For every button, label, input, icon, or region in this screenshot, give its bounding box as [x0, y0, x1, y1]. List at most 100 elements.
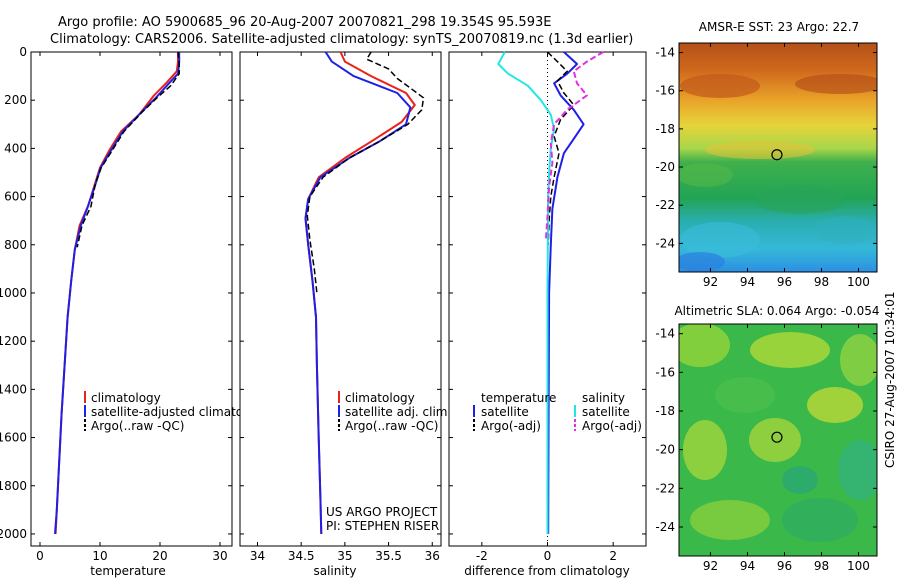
difference-xlabel: difference from climatology	[464, 564, 630, 578]
xtick-label: 20	[152, 549, 167, 563]
map-xtick-label: 96	[777, 275, 792, 289]
salinity-xlabel: salinity	[313, 564, 356, 578]
header-line2: Climatology: CARS2006. Satellite-adjuste…	[50, 32, 633, 47]
legend-label-climatology: climatology	[91, 391, 161, 405]
legend-title-salinity: salinity	[582, 391, 625, 405]
salinity-yticks	[240, 51, 441, 535]
map-xtick-label: 100	[847, 559, 870, 573]
series-line-satellite	[304, 51, 412, 535]
sla-map-xticks: 92 94 96 98 100	[703, 324, 870, 573]
sla-map-title: Altimetric SLA: 0.064 Argo: -0.054	[674, 304, 879, 318]
map-ytick-label: -18	[655, 404, 675, 418]
legend-label-argo: Argo(..raw -QC)	[91, 419, 184, 433]
sla-heatmap	[679, 324, 877, 556]
series-line-argo	[76, 51, 180, 248]
salinity-panel: 34 34.5 35 35.5 36 salinity climatology sate…	[239, 51, 451, 578]
ytick-label: 0	[19, 45, 27, 59]
ytick-label: 1000	[0, 286, 27, 300]
xtick-label: 0	[544, 549, 552, 563]
legend-title-temperature: temperature	[481, 391, 556, 405]
sla-map-yticks: -14 -16 -18 -20 -22 -24	[655, 327, 877, 534]
salinity-axes-frame	[239, 51, 442, 547]
salinity-xticks: 34 34.5 35 35.5 36	[250, 52, 440, 563]
temperature-axes-frame	[30, 51, 233, 547]
map-ytick-label: -22	[655, 198, 675, 212]
temperature-yticks: 0 200 400 600 800 1000 1200 1400 1600 1800 2000	[0, 45, 232, 541]
xtick-label: 34.5	[288, 549, 315, 563]
legend-label-climatology: climatology	[345, 391, 415, 405]
sst-argo-marker	[771, 149, 783, 161]
map-ytick-label: -14	[655, 327, 675, 341]
map-xtick-label: 100	[847, 275, 870, 289]
temperature-panel: 0 200 400 600 800 1000 1200 1400 1600 1800 2000 0 1…	[0, 45, 269, 578]
xtick-label: 36	[425, 549, 440, 563]
difference-legend: temperature salinity satellite Argo(-adj…	[473, 391, 642, 433]
credit-line2: PI: STEPHEN RISER	[326, 519, 439, 533]
map-xtick-label: 92	[703, 559, 718, 573]
map-ytick-label: -22	[655, 481, 675, 495]
map-ytick-label: -14	[655, 46, 675, 60]
difference-xticks: -2 0 2	[476, 52, 617, 563]
xtick-label: 0	[36, 549, 44, 563]
legend-label-satellite: satellite adj. clim.	[345, 405, 451, 419]
xtick-label: -2	[476, 549, 488, 563]
xtick-label: 30	[212, 549, 227, 563]
sst-map-xticks: 92 94 96 98 100	[703, 43, 870, 289]
map-xtick-label: 98	[814, 275, 829, 289]
ytick-label: 600	[4, 190, 27, 204]
map-xtick-label: 94	[740, 275, 755, 289]
legend-label-sal-argo: Argo(-adj)	[582, 419, 642, 433]
temperature-xticks: 0 10 20 30	[36, 52, 228, 563]
ytick-label: 200	[4, 93, 27, 107]
xtick-label: 35	[337, 549, 352, 563]
xtick-label: 35.5	[375, 549, 402, 563]
legend-label-satellite: satellite-adjusted climatology	[91, 405, 269, 419]
series-line-argo	[306, 51, 425, 294]
map-ytick-label: -20	[655, 443, 675, 457]
ytick-label: 800	[4, 238, 27, 252]
map-ytick-label: -16	[655, 365, 675, 379]
map-ytick-label: -24	[655, 236, 675, 250]
map-xtick-label: 94	[740, 559, 755, 573]
xtick-label: 34	[250, 549, 265, 563]
ytick-label: 1800	[0, 479, 27, 493]
temperature-xlabel: temperature	[90, 564, 165, 578]
header-line1: Argo profile: AO 5900685_96 20-Aug-2007 …	[58, 15, 551, 30]
map-xtick-label: 96	[777, 559, 792, 573]
legend-label-argo: Argo(..raw -QC)	[345, 419, 438, 433]
salinity-legend: climatology satellite adj. clim. Argo(..…	[338, 391, 451, 433]
sst-map-yticks: -14 -16 -18 -20 -22 -24	[655, 46, 877, 250]
xtick-label: 10	[92, 549, 107, 563]
ytick-label: 1400	[0, 382, 27, 396]
map-ytick-label: -24	[655, 520, 675, 534]
difference-panel: -2 0 2 difference from climatology tempera…	[448, 51, 647, 578]
sst-heatmap	[679, 43, 877, 272]
temperature-legend: climatology satellite-adjusted climatolo…	[84, 391, 269, 433]
series-line-temperature-argo	[546, 51, 575, 245]
difference-yticks	[449, 51, 646, 535]
credit-line1: US ARGO PROJECT	[326, 505, 438, 519]
sst-map-title: AMSR-E SST: 23 Argo: 22.7	[699, 20, 859, 34]
ytick-label: 2000	[0, 527, 27, 541]
map-xtick-label: 92	[703, 275, 718, 289]
ytick-label: 1600	[0, 431, 27, 445]
salinity-series	[304, 51, 425, 535]
sla-map-panel: Altimetric SLA: 0.064 Argo: -0.054 -14-1…	[655, 304, 879, 573]
side-timestamp: CSIRO 27-Aug-2007 10:34:01	[883, 292, 897, 468]
difference-series	[497, 51, 604, 535]
legend-label-temp-satellite: satellite	[481, 405, 529, 419]
map-ytick-label: -20	[655, 160, 675, 174]
map-xtick-label: 98	[814, 559, 829, 573]
sst-map-frame	[678, 42, 878, 273]
map-ytick-label: -16	[655, 84, 675, 98]
series-line-satellite	[54, 52, 181, 535]
ytick-label: 1200	[0, 334, 27, 348]
ytick-label: 400	[4, 141, 27, 155]
map-ytick-label: -18	[655, 122, 675, 136]
sst-map-panel: AMSR-E SST: 23 Argo: 22.7 -14 -16 -18 -20 -2…	[655, 20, 878, 289]
xtick-label: 2	[609, 549, 617, 563]
sla-map-frame	[678, 323, 878, 557]
temperature-series	[54, 51, 181, 535]
legend-label-sal-satellite: satellite	[582, 405, 630, 419]
legend-label-temp-argo: Argo(-adj)	[481, 419, 541, 433]
